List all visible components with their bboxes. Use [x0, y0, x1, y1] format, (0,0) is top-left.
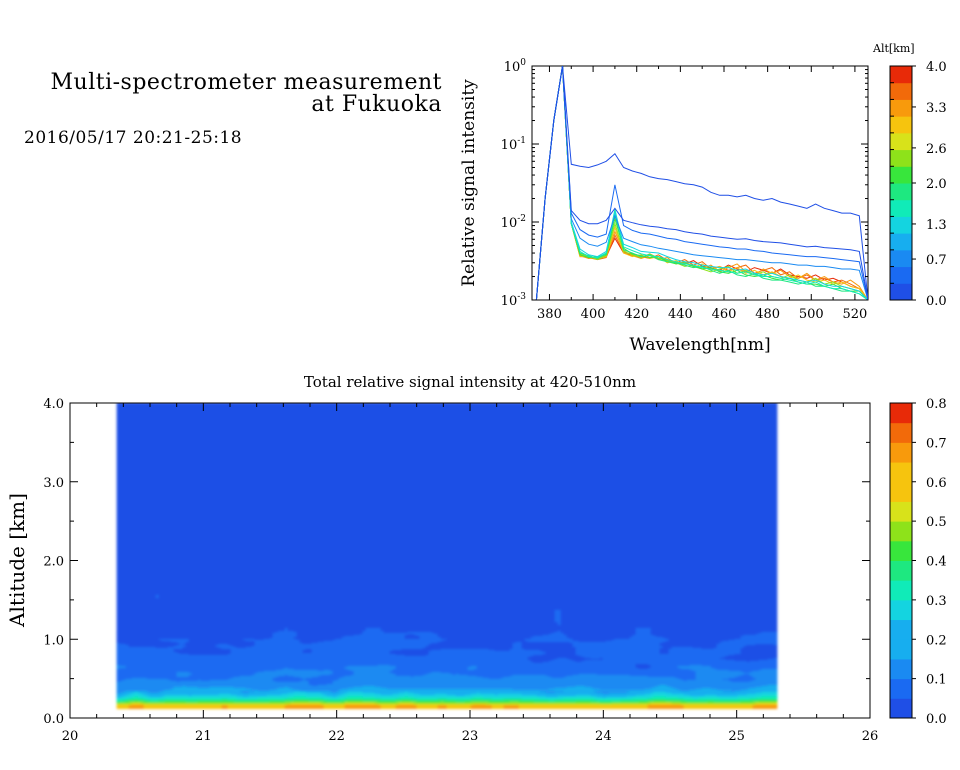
heatmap-title: Total relative signal intensity at 420-5… — [304, 373, 636, 391]
altitude-colorbar-cell — [890, 200, 912, 217]
altitude-colorbar-cell — [890, 83, 912, 100]
heatmap-cells — [117, 402, 778, 709]
altitude-colorbar-cell — [890, 99, 912, 116]
altitude-colorbar-tick-label: 1.3 — [926, 218, 947, 233]
altitude-colorbar: Alt[km] 0.0 0.7 1.3 2.0 2.6 3.3 4.0 — [872, 42, 947, 309]
altitude-colorbar-cell — [890, 267, 912, 284]
spectrum-x-label: Wavelength[nm] — [629, 335, 770, 355]
spectrum-x-tick-label: 440 — [668, 307, 693, 322]
spectrum-y-tick-label: 100 — [504, 58, 527, 75]
spectrum-x-tick-label: 460 — [712, 307, 737, 322]
altitude-colorbar-tick-label: 2.6 — [926, 142, 947, 157]
altitude-colorbar-cell — [890, 183, 912, 200]
altitude-colorbar-label: Alt[km] — [872, 42, 915, 55]
altitude-colorbar-cell — [890, 66, 912, 83]
spectrum-x-tick-label: 520 — [842, 307, 867, 322]
spectrum-x-tick-label: 480 — [755, 307, 780, 322]
altitude-colorbar-tick-label: 0.7 — [926, 253, 947, 268]
altitude-colorbar-cell — [890, 233, 912, 250]
heatmap-chart: Total relative signal intensity at 420-5… — [5, 373, 878, 744]
spectrum-chart: 380 400 420 440 460 480 500 520 10-3 10-2 10-1 100… — [459, 58, 868, 355]
altitude-colorbar-tick-label: 3.3 — [926, 101, 947, 116]
altitude-colorbar-cell — [890, 250, 912, 267]
altitude-colorbar-cell — [890, 283, 912, 300]
spectrum-y-tick-label: 10-1 — [501, 136, 526, 153]
altitude-colorbar-tick-label: 2.0 — [926, 177, 947, 192]
spectrum-y-tick-label: 10-2 — [501, 214, 526, 231]
spectrum-x-tick-label: 400 — [581, 307, 606, 322]
altitude-colorbar-tick-label: 0.0 — [926, 294, 947, 309]
spectrum-y-tick-label: 10-3 — [501, 292, 527, 309]
spectrum-x-tick-label: 380 — [537, 307, 562, 322]
altitude-colorbar-cell — [890, 133, 912, 150]
altitude-colorbar-cell — [890, 150, 912, 167]
altitude-colorbar-cell — [890, 166, 912, 183]
altitude-colorbar-cell — [890, 216, 912, 233]
altitude-colorbar-cell — [890, 116, 912, 133]
spectrum-x-tick-label: 420 — [624, 307, 649, 322]
spectrum-x-tick-label: 500 — [799, 307, 824, 322]
spectrum-y-label: Relative signal intensity — [459, 79, 479, 287]
altitude-colorbar-tick-label: 4.0 — [926, 60, 947, 75]
